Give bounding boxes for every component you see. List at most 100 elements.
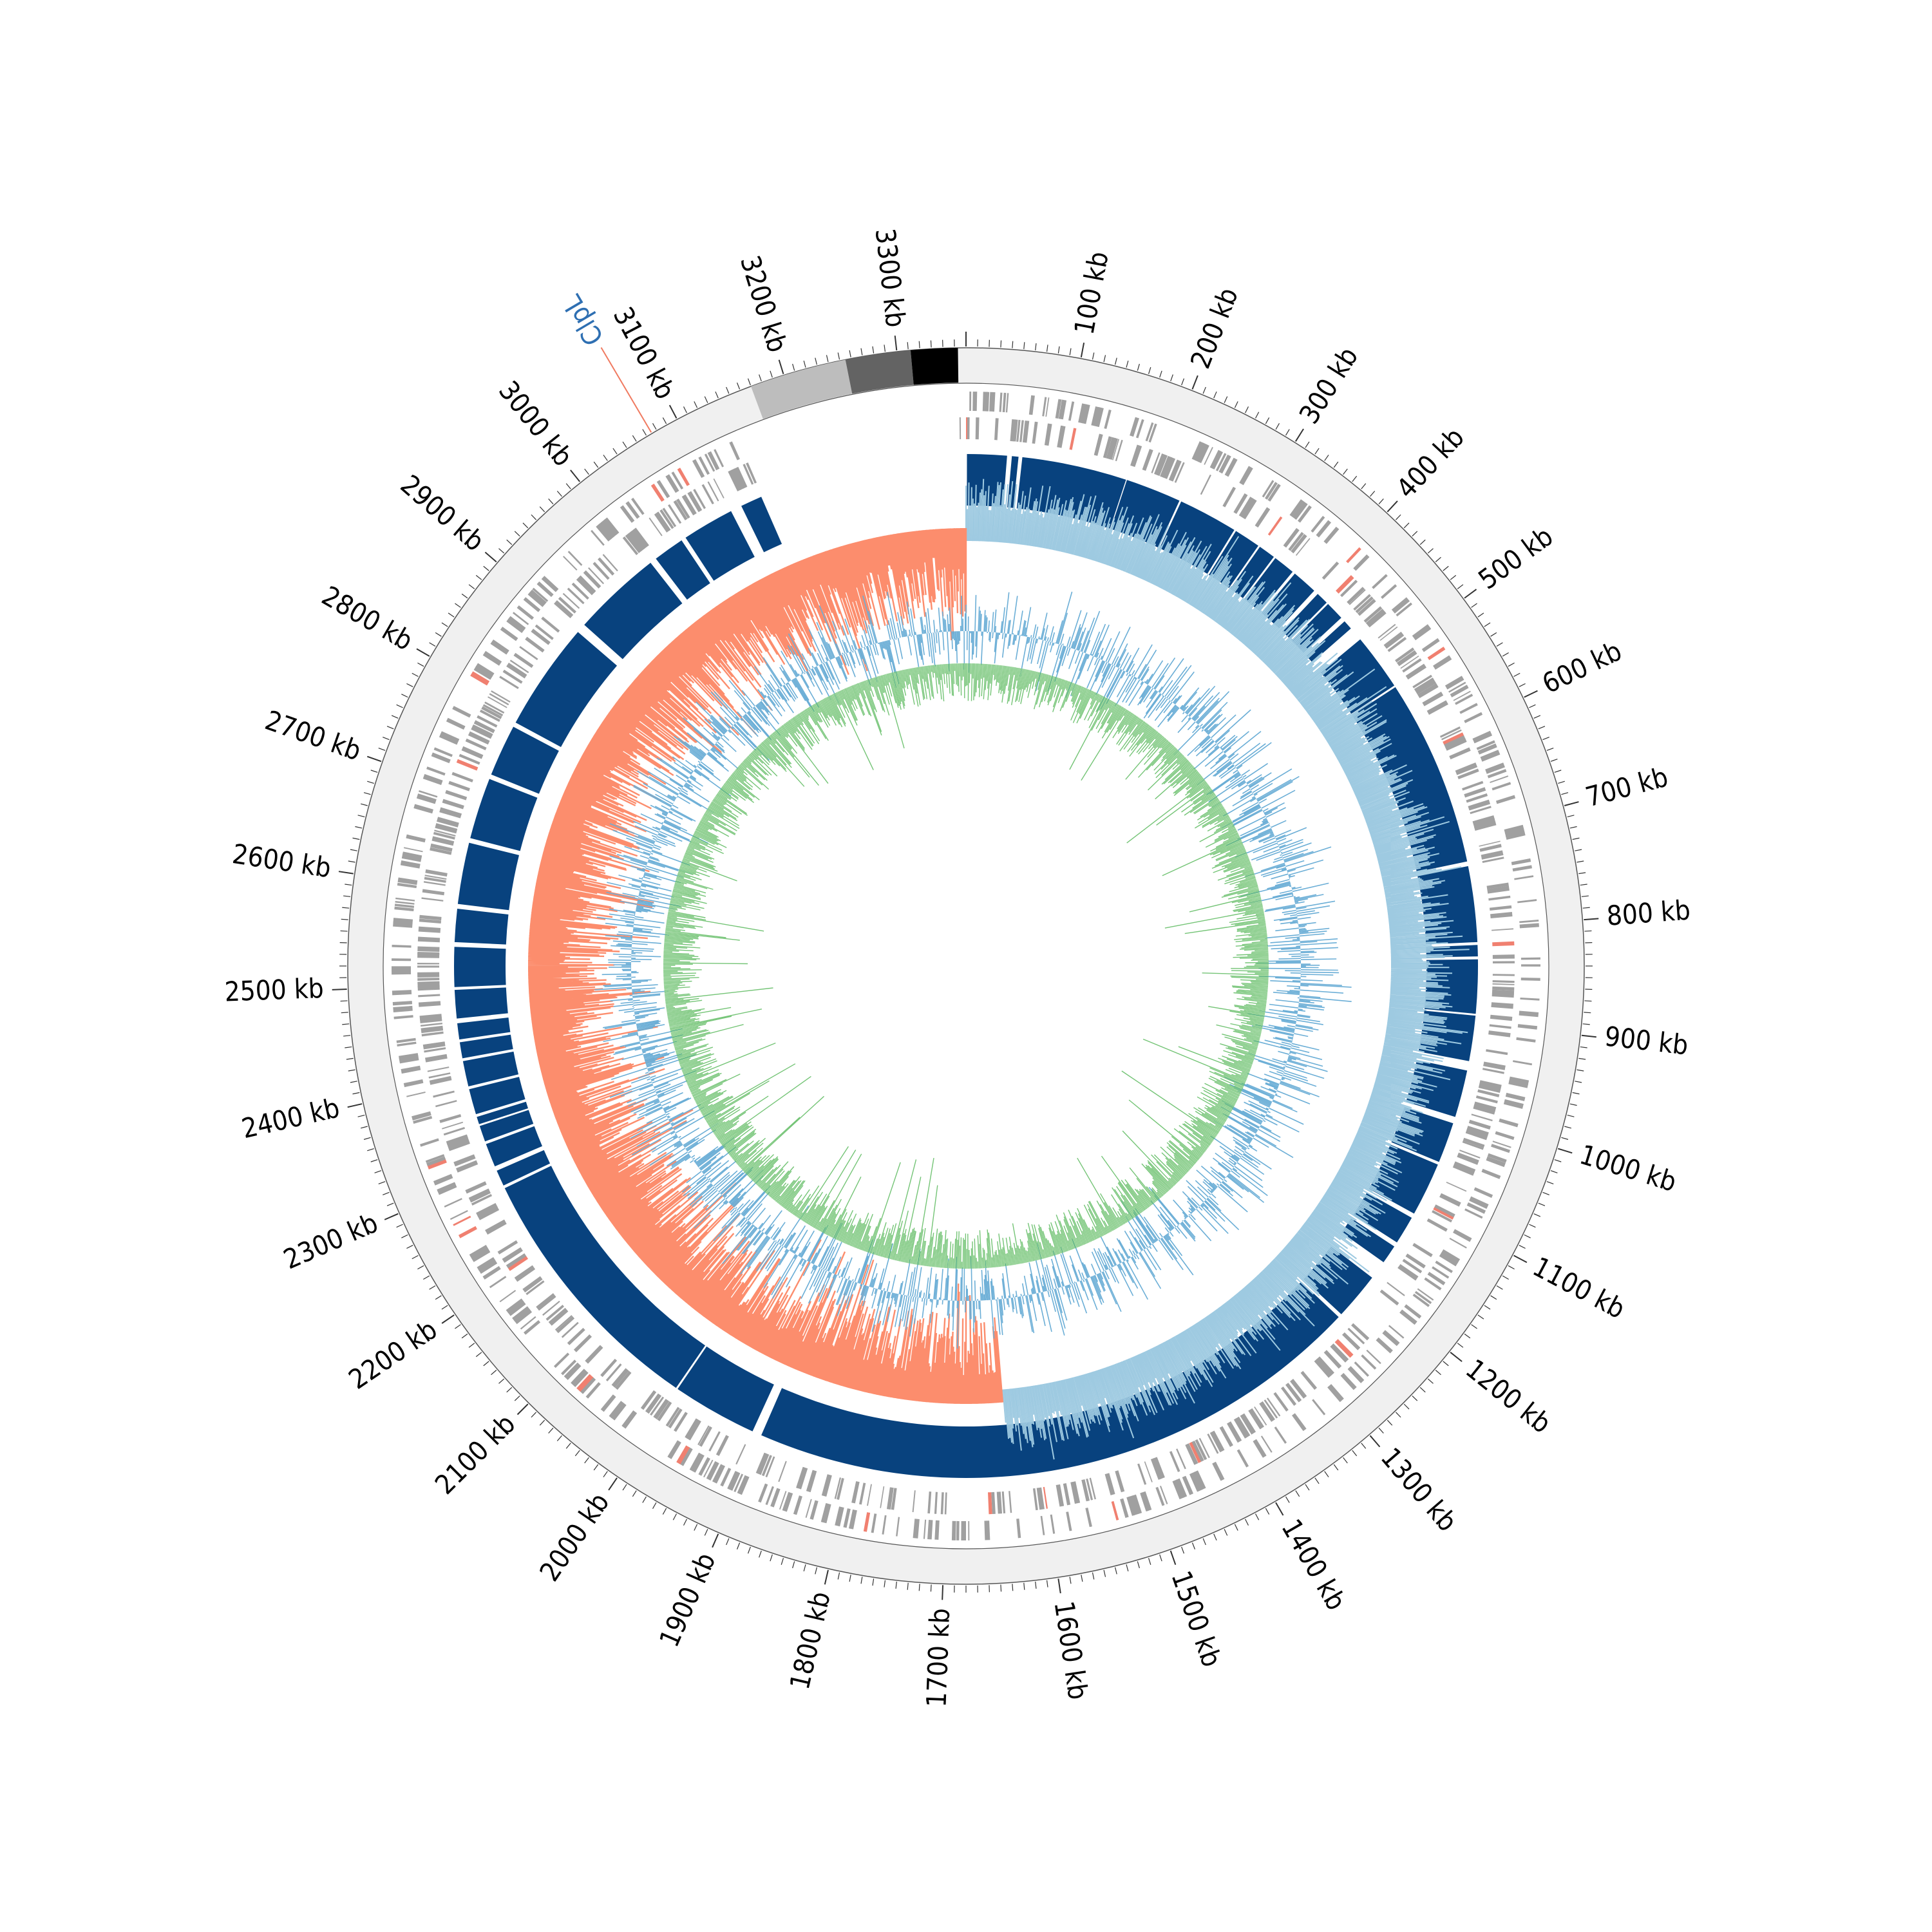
minor-tick	[872, 346, 875, 354]
gene-feature	[592, 562, 610, 580]
syntenic-block-36	[454, 947, 506, 987]
minor-tick	[468, 584, 475, 589]
gene-feature	[471, 1249, 491, 1262]
gene-feature	[1361, 1354, 1377, 1370]
minor-tick	[367, 1148, 374, 1151]
gene-feature	[1457, 1152, 1479, 1165]
gene-feature	[513, 652, 534, 668]
gene-feature	[1058, 399, 1067, 420]
minor-tick	[1538, 726, 1546, 730]
gene-feature	[1353, 594, 1371, 611]
gene-feature	[737, 466, 748, 488]
minor-tick	[1403, 522, 1410, 529]
gene-feature	[448, 1140, 470, 1151]
major-tick	[824, 1569, 829, 1585]
gene-feature	[506, 1253, 527, 1269]
minor-tick	[429, 1285, 436, 1290]
gene-feature	[482, 650, 502, 666]
gene-feature	[1330, 1343, 1349, 1363]
gene-feature	[423, 881, 446, 886]
minor-tick	[872, 1578, 875, 1586]
minor-tick	[498, 548, 505, 554]
gene-feature	[1323, 1350, 1342, 1369]
gene-feature	[525, 636, 545, 653]
gene-feature	[765, 1486, 774, 1505]
minor-tick	[1519, 1244, 1526, 1249]
minor-tick	[747, 1546, 751, 1554]
outer-colored-blocks	[751, 348, 959, 419]
gene-feature	[871, 1513, 877, 1533]
minor-tick	[1191, 1542, 1196, 1549]
gene-feature	[507, 663, 527, 676]
gene-feature	[1111, 1501, 1119, 1520]
gene-feature	[1383, 631, 1405, 649]
gene-feature	[578, 575, 596, 593]
gene-feature	[456, 759, 478, 771]
gene-feature	[1150, 1458, 1162, 1480]
major-tick	[1557, 1148, 1573, 1154]
tick-label-3200-kb: 3200 kb	[734, 252, 793, 356]
gene-feature	[1354, 1361, 1370, 1377]
gene-feature	[1476, 740, 1495, 750]
syntenic-block-30	[477, 1101, 528, 1124]
minor-tick	[884, 1580, 886, 1587]
minor-tick	[1542, 736, 1549, 741]
minor-tick	[514, 1395, 520, 1401]
minor-tick	[704, 1529, 708, 1536]
syntenic-block-11	[1306, 621, 1351, 663]
minor-tick	[360, 803, 368, 806]
major-tick	[942, 1585, 944, 1600]
gene-feature	[1459, 703, 1478, 714]
gene-feature	[514, 1309, 533, 1325]
gene-feature	[530, 589, 547, 605]
minor-tick	[1577, 860, 1584, 863]
gene-feature	[729, 441, 740, 460]
gene-feature	[440, 731, 460, 742]
gene-feature	[671, 471, 684, 490]
minor-tick	[1464, 1333, 1471, 1339]
major-tick	[1275, 1502, 1284, 1516]
gene-feature	[580, 1377, 596, 1394]
gene-feature	[1176, 1448, 1186, 1470]
outer-block-2	[910, 348, 959, 385]
minor-tick	[468, 1343, 475, 1348]
gene-feature	[1492, 986, 1515, 991]
gene-feature	[1412, 674, 1432, 688]
gene-feature	[1412, 1243, 1433, 1258]
gene-feature	[588, 567, 605, 585]
gene-feature	[397, 1041, 417, 1047]
gene-feature	[1519, 923, 1539, 929]
inner-signal-series	[663, 663, 1269, 1269]
syntenic-block-24	[761, 1282, 1339, 1478]
gene-feature	[1351, 1323, 1370, 1341]
minor-tick	[1069, 1577, 1072, 1584]
tick-label-1900-kb: 1900 kb	[653, 1548, 722, 1652]
gene-feature	[1182, 1475, 1194, 1495]
gene-feature	[1112, 439, 1120, 460]
minor-tick	[672, 1513, 677, 1520]
minor-tick	[837, 352, 840, 360]
gene-feature	[1140, 1492, 1149, 1512]
minor-tick	[1314, 448, 1320, 455]
gene-feature	[602, 554, 618, 572]
gene-feature	[1063, 1483, 1071, 1506]
gene-feature	[541, 576, 559, 592]
gene-feature	[1470, 806, 1492, 815]
gene-feature	[418, 1001, 441, 1007]
gene-feature	[545, 1305, 565, 1321]
gene-feature	[1227, 1421, 1242, 1443]
minor-tick	[391, 715, 399, 719]
gene-feature	[757, 1453, 770, 1475]
minor-tick	[435, 1295, 442, 1300]
tick-label-2000-kb: 2000 kb	[533, 1487, 615, 1587]
gene-feature	[1472, 815, 1495, 826]
gene-feature	[439, 1113, 462, 1123]
gene-feature	[1479, 840, 1501, 847]
gene-feature	[1236, 1449, 1249, 1468]
gene-feature	[611, 1402, 627, 1421]
tick-label-1500-kb: 1500 kb	[1165, 1567, 1227, 1671]
minor-tick	[539, 506, 545, 513]
gene-feature	[659, 509, 674, 529]
gene-feature	[1172, 1479, 1184, 1500]
gene-feature	[535, 624, 554, 640]
